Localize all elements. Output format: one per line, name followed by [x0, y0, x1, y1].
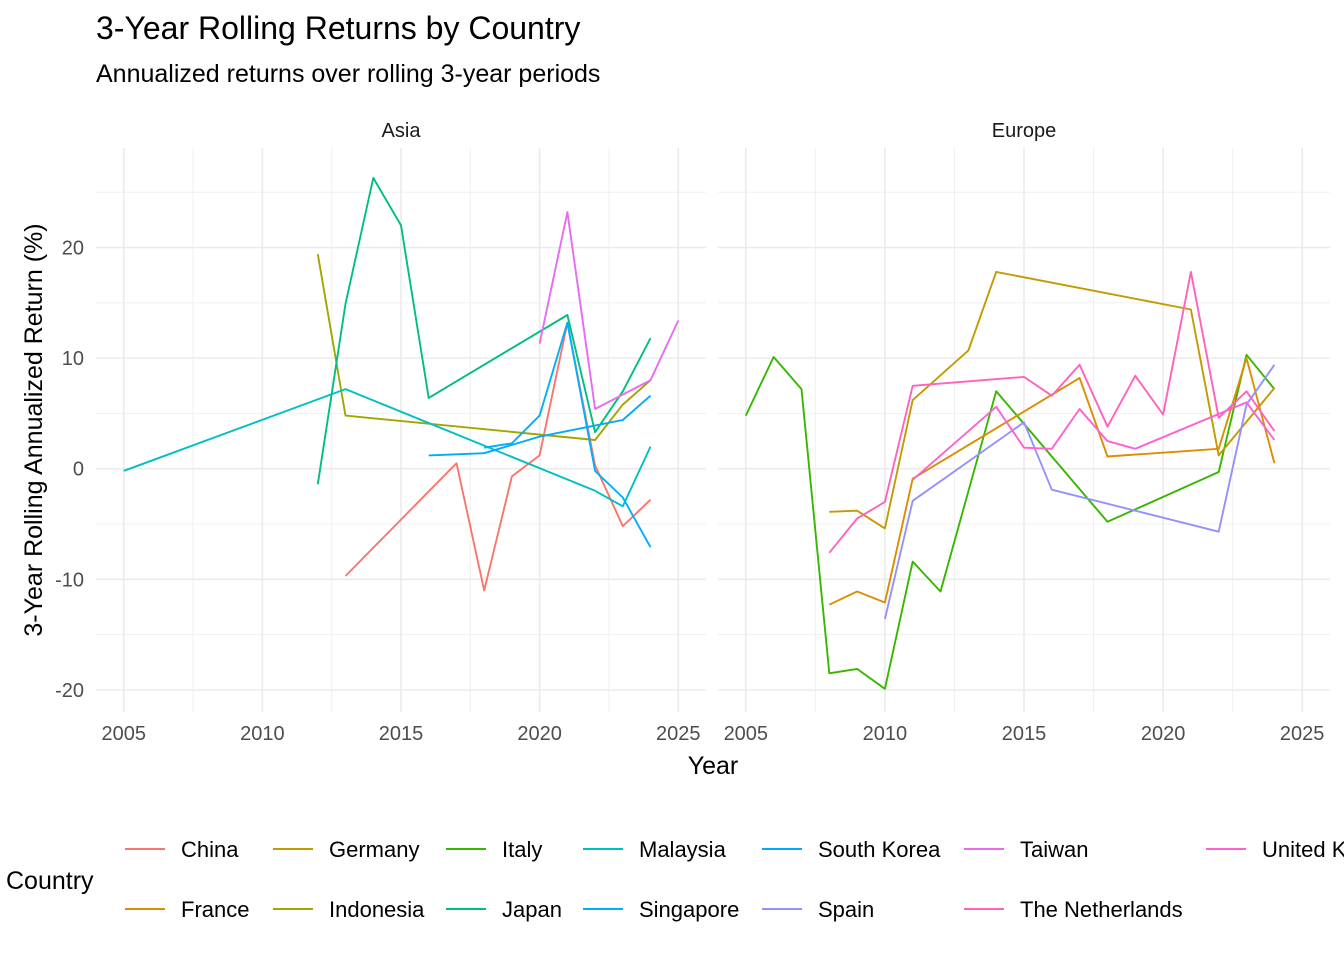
legend-label-south-korea: South Korea [818, 837, 941, 862]
legend-label-malaysia: Malaysia [639, 837, 727, 862]
x-tick-label: 2025 [656, 723, 701, 745]
series-line-france [828, 357, 1276, 606]
series-line-china [344, 321, 652, 592]
facet-label-asia: Asia [382, 120, 422, 142]
series-line-singapore [484, 321, 652, 548]
series-line-spain [883, 364, 1276, 620]
legend-label-taiwan: Taiwan [1020, 837, 1088, 862]
series-line-germany [829, 270, 1276, 530]
legend-label-germany: Germany [329, 837, 419, 862]
x-tick-label: 2020 [1141, 723, 1186, 745]
chart-title: 3-Year Rolling Returns by Country [96, 10, 581, 46]
x-tick-label: 2015 [1002, 723, 1047, 745]
series-line-italy [744, 353, 1276, 690]
legend-label-the-netherlands: The Netherlands [1020, 897, 1183, 922]
legend-label-france: France [181, 897, 249, 922]
series-line-malaysia [123, 388, 652, 508]
y-tick-label: 10 [62, 348, 84, 370]
legend-title: Country [6, 867, 94, 895]
legend-label-united-k: United K [1262, 837, 1344, 862]
y-tick-label: 0 [73, 459, 84, 481]
series-line-south-korea [428, 394, 652, 457]
x-tick-label: 2025 [1280, 723, 1325, 745]
legend-label-singapore: Singapore [639, 897, 739, 922]
chart-subtitle: Annualized returns over rolling 3-year p… [96, 60, 601, 88]
series-line-united-kingdom [912, 401, 1276, 481]
x-tick-label: 2020 [517, 723, 562, 745]
legend-label-spain: Spain [818, 897, 874, 922]
legend-label-indonesia: Indonesia [329, 897, 425, 922]
x-tick-label: 2010 [240, 723, 285, 745]
x-tick-label: 2005 [101, 723, 146, 745]
y-tick-label: -10 [55, 569, 84, 591]
series-line-japan [316, 176, 652, 485]
x-tick-label: 2010 [863, 723, 908, 745]
series-line-indonesia [316, 254, 652, 441]
y-axis-title: 3-Year Rolling Annualized Return (%) [20, 223, 48, 636]
legend-label-china: China [181, 837, 239, 862]
facet-label-europe: Europe [992, 120, 1057, 142]
x-axis-title: Year [688, 752, 739, 780]
y-tick-label: -20 [55, 680, 84, 702]
x-tick-label: 2005 [724, 723, 769, 745]
legend-label-italy: Italy [502, 837, 542, 862]
series-line-taiwan [538, 211, 680, 410]
legend-label-japan: Japan [502, 897, 562, 922]
y-tick-label: 20 [62, 238, 84, 260]
series-line-the-netherlands [828, 270, 1276, 554]
x-tick-label: 2015 [379, 723, 424, 745]
